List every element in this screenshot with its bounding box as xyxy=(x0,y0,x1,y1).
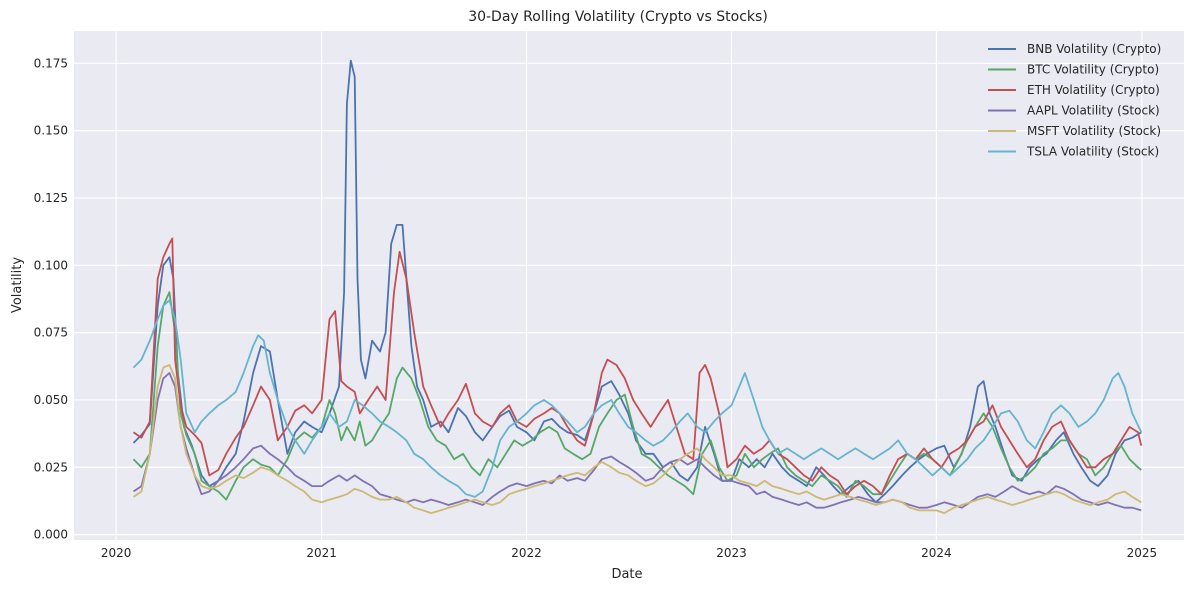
legend-label: MSFT Volatility (Stock) xyxy=(1027,124,1161,138)
legend-label: ETH Volatility (Crypto) xyxy=(1027,83,1160,97)
legend-label: TSLA Volatility (Stock) xyxy=(1026,145,1159,159)
series-line xyxy=(132,59,1142,504)
y-tick-label: 0.075 xyxy=(34,326,68,340)
series-line xyxy=(132,299,1143,498)
chart-title: 30-Day Rolling Volatility (Crypto vs Sto… xyxy=(468,9,768,25)
x-tick-label: 2021 xyxy=(306,546,337,560)
x-tick-label: 2025 xyxy=(1127,546,1158,560)
y-tick-label: 0.025 xyxy=(34,460,68,474)
x-axis-label: Date xyxy=(611,567,642,582)
y-tick-label: 0.050 xyxy=(34,393,68,407)
legend: BNB Volatility (Crypto) BTC Volatility (C… xyxy=(988,42,1161,159)
series-lines xyxy=(132,59,1143,514)
plot-area xyxy=(74,31,1184,540)
y-tick-label: 0.175 xyxy=(34,56,68,70)
x-tick-label: 2022 xyxy=(511,546,542,560)
y-tick-label: 0.000 xyxy=(34,528,68,542)
x-tick-labels: 2020 2021 2022 2023 2024 2025 xyxy=(101,546,1157,560)
series-line xyxy=(132,363,1142,514)
y-axis-label: Volatility xyxy=(10,257,25,313)
legend-label: BNB Volatility (Crypto) xyxy=(1027,42,1161,56)
series-line xyxy=(132,237,1143,496)
legend-label: BTC Volatility (Crypto) xyxy=(1027,63,1159,77)
legend-label: AAPL Volatility (Stock) xyxy=(1027,104,1160,118)
y-tick-label: 0.125 xyxy=(34,191,68,205)
y-tick-label: 0.150 xyxy=(34,124,68,138)
x-tick-label: 2024 xyxy=(921,546,952,560)
y-tick-label: 0.100 xyxy=(34,258,68,272)
x-tick-label: 2020 xyxy=(101,546,132,560)
x-tick-label: 2023 xyxy=(716,546,747,560)
y-tick-labels: 0.000 0.025 0.050 0.075 0.100 0.125 0.150 0.175 xyxy=(34,56,68,541)
